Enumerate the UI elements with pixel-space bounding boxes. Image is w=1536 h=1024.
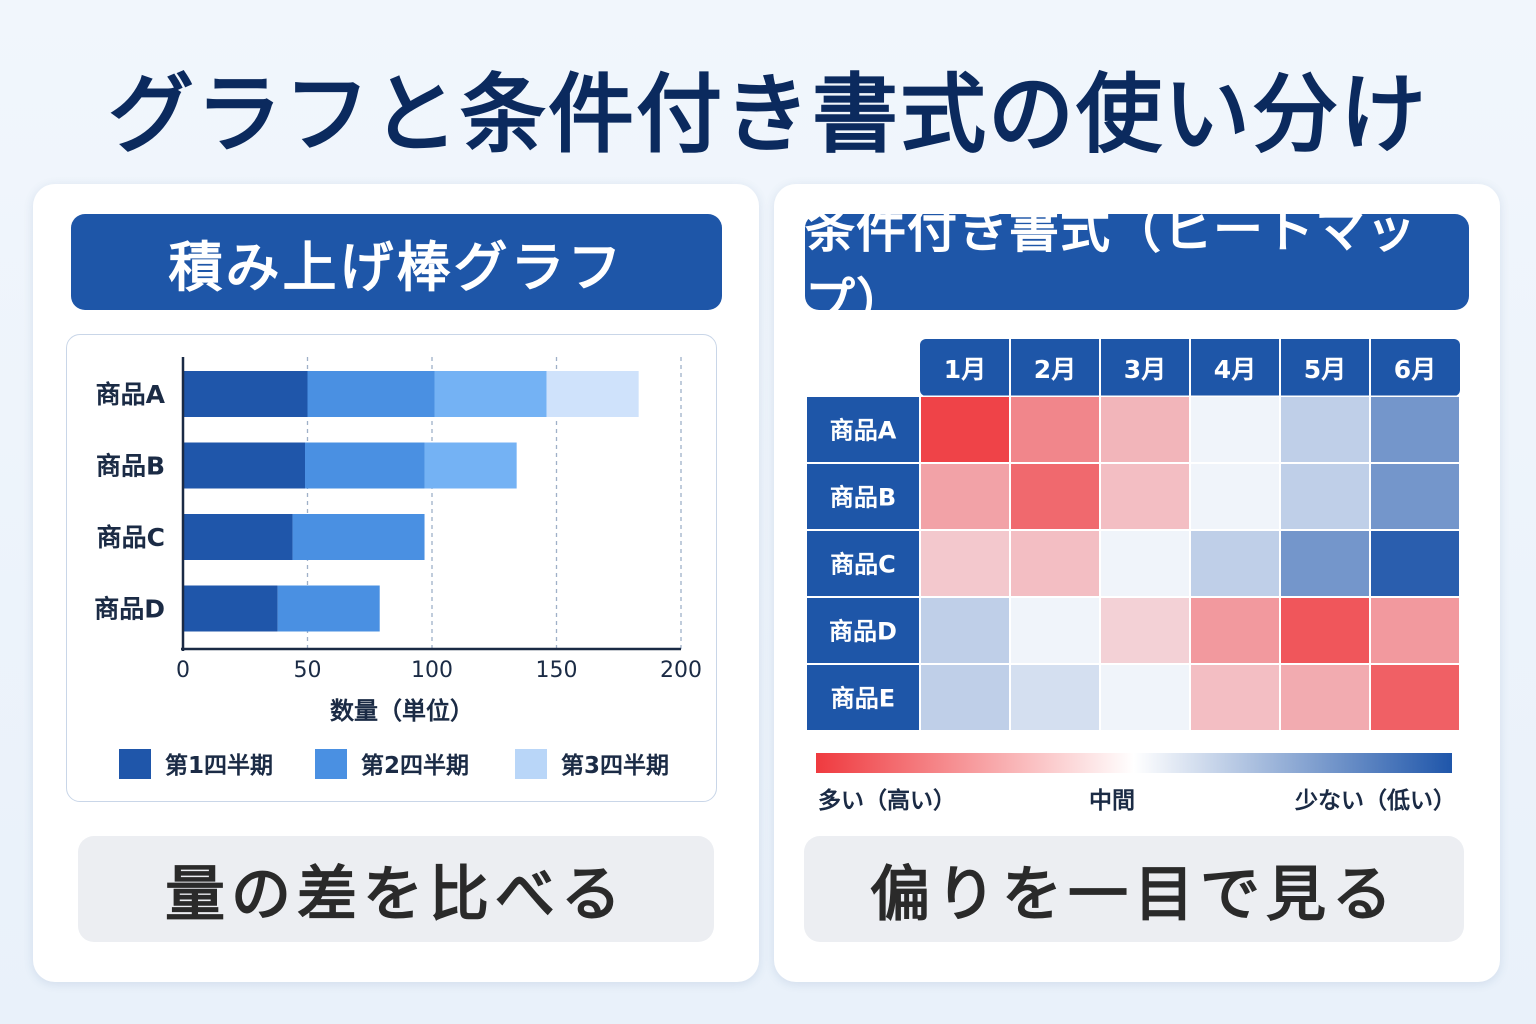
heatmap-row-header-4 — [807, 665, 919, 730]
legend-label: 第3四半期 — [561, 752, 669, 779]
heatmap-grid-outline — [805, 395, 1461, 732]
heatmap-row-label: 商品B — [830, 484, 896, 512]
legend-swatch-1 — [119, 749, 151, 779]
heatmap-column-label: 5月 — [1304, 355, 1346, 384]
heatmap-cell-3-0 — [921, 598, 1009, 663]
bar-segment-2-1 — [292, 514, 425, 560]
heatmap-cell-1-2 — [1101, 464, 1189, 529]
bar-segment-3-1 — [277, 585, 380, 632]
heatmap-cell-2-5 — [1371, 531, 1459, 596]
heatmap-row-label: 商品A — [830, 417, 897, 445]
bar-segment-0-3 — [546, 371, 639, 417]
left-footer-caption: 量の差を比べる — [78, 836, 714, 942]
scale-label-low: 少ない（低い） — [1294, 787, 1456, 814]
heatmap-cell-3-5 — [1371, 598, 1459, 663]
heatmap-row-label: 商品E — [831, 685, 895, 713]
heatmap-cell-3-2 — [1101, 598, 1189, 663]
legend-swatch-2 — [315, 749, 347, 779]
heatmap-cell-3-3 — [1191, 598, 1279, 663]
heatmap-cell-3-4 — [1281, 598, 1369, 663]
bar-segment-2-0 — [183, 514, 293, 560]
stacked-bar-chart: 商品A 商品B 商品C 商品D 0 50 100 150 200 数量（単位） 第1四半期 第2四半期… — [66, 334, 717, 802]
heatmap-cell-4-1 — [1011, 665, 1099, 730]
heatmap-cell-2-2 — [1101, 531, 1189, 596]
bar-segment-1-2 — [424, 442, 517, 489]
heatmap-column-label: 6月 — [1394, 355, 1436, 384]
bar-segment-0-0 — [183, 371, 308, 417]
x-axis-label: 数量（単位） — [330, 697, 474, 725]
right-footer-caption: 偏りを一目で見る — [804, 836, 1464, 942]
heatmap-cell-1-1 — [1011, 464, 1099, 529]
heatmap-cell-2-0 — [921, 531, 1009, 596]
x-tick-label: 200 — [660, 658, 702, 683]
heatmap-row-label: 商品C — [830, 551, 896, 579]
heatmap-cell-4-2 — [1101, 665, 1189, 730]
bar-segment-1-1 — [305, 442, 425, 489]
heatmap-cell-0-1 — [1011, 397, 1099, 462]
legend-label: 第2四半期 — [361, 752, 469, 779]
heatmap-cell-4-0 — [921, 665, 1009, 730]
heatmap-cell-2-1 — [1011, 531, 1099, 596]
heatmap-cell-0-0 — [921, 397, 1009, 462]
category-label: 商品D — [94, 595, 165, 624]
legend-swatch-3 — [515, 749, 547, 779]
heatmap-cell-0-5 — [1371, 397, 1459, 462]
heatmap-cell-4-3 — [1191, 665, 1279, 730]
x-tick-label: 0 — [176, 658, 190, 683]
heatmap-column-label: 2月 — [1034, 355, 1076, 384]
heatmap-row-header-1 — [807, 464, 919, 529]
page-title: グラフと条件付き書式の使い分け — [108, 65, 1428, 165]
x-tick-label: 100 — [411, 658, 453, 683]
stacked-bar-panel: 積み上げ棒グラフ 商品A 商品B 商品C 商品D 0 50 100 150 200 数量（単位） 第… — [33, 184, 759, 982]
heatmap-cell-3-1 — [1011, 598, 1099, 663]
heatmap-cell-1-4 — [1281, 464, 1369, 529]
heatmap-cell-0-4 — [1281, 397, 1369, 462]
heatmap-cell-0-3 — [1191, 397, 1279, 462]
heatmap-cell-1-0 — [921, 464, 1009, 529]
heatmap-row-header-0 — [807, 397, 919, 462]
scale-label-mid: 中間 — [1089, 788, 1135, 814]
heatmap-column-label: 4月 — [1214, 355, 1256, 384]
stacked-bar-svg: 商品A 商品B 商品C 商品D 0 50 100 150 200 数量（単位） 第1四半期 第2四半期… — [94, 357, 702, 779]
category-label: 商品C — [97, 523, 165, 552]
stacked-bar-header: 積み上げ棒グラフ — [71, 214, 722, 310]
heatmap-cell-0-2 — [1101, 397, 1189, 462]
heatmap-row-header-2 — [807, 531, 919, 596]
bar-segment-3-0 — [183, 585, 278, 632]
heatmap-row-label: 商品D — [829, 618, 897, 646]
heatmap-panel: 条件付き書式（ヒートマップ） 1月 2月 3月 4月 5月 6月 商品A 商品B 商品C 商品D 商… — [774, 184, 1500, 982]
heatmap-cell-4-4 — [1281, 665, 1369, 730]
heatmap-cell-1-5 — [1371, 464, 1459, 529]
legend-label: 第1四半期 — [165, 752, 273, 779]
x-tick-label: 150 — [536, 658, 578, 683]
heatmap-cell-2-4 — [1281, 531, 1369, 596]
scale-label-high: 多い（高い） — [818, 787, 956, 814]
heatmap-cell-2-3 — [1191, 531, 1279, 596]
heatmap-cell-4-5 — [1371, 665, 1459, 730]
category-label: 商品A — [96, 380, 166, 409]
heatmap-column-label: 1月 — [944, 355, 986, 384]
bar-segment-1-0 — [183, 442, 306, 489]
x-tick-label: 50 — [294, 658, 322, 683]
category-label: 商品B — [96, 452, 165, 481]
heatmap-row-header-3 — [807, 598, 919, 663]
heatmap-color-scale-bar — [816, 753, 1452, 773]
heatmap-column-label: 3月 — [1124, 355, 1166, 384]
bar-segment-0-2 — [434, 371, 547, 417]
bar-segment-0-1 — [307, 371, 435, 417]
heatmap-cell-1-3 — [1191, 464, 1279, 529]
